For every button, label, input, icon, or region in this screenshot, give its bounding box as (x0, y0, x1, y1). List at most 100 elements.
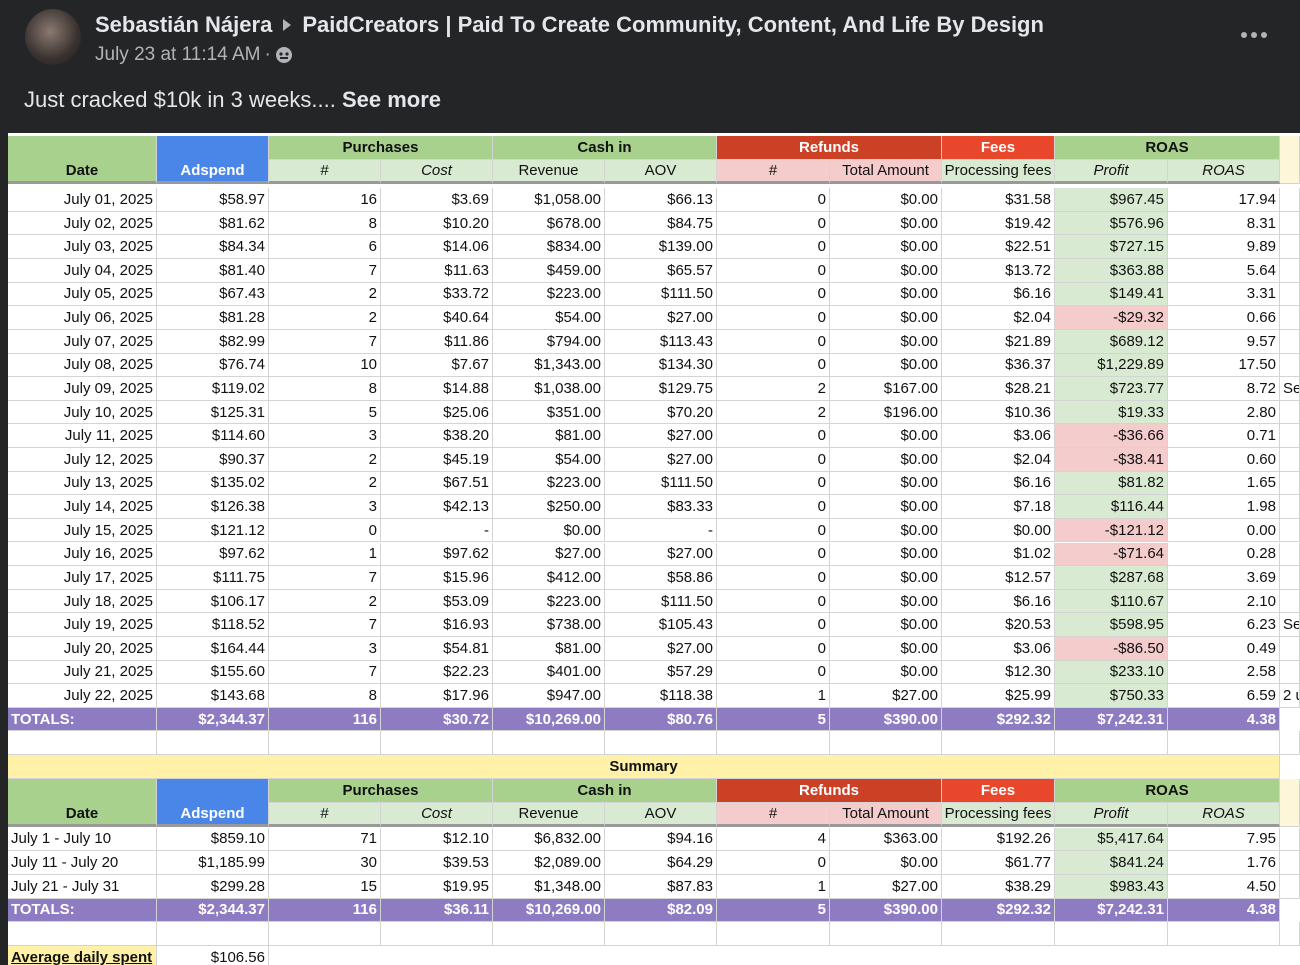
cell: July 1 - July 10 (8, 827, 157, 852)
cell: $58.86 (605, 566, 717, 590)
author-name[interactable]: Sebastián Nájera (95, 12, 273, 37)
cell: $0.00 (830, 566, 942, 590)
cell: -$71.64 (1055, 542, 1168, 567)
cell: 7 (269, 329, 381, 354)
cell: $81.62 (157, 211, 269, 236)
cell: $87.83 (605, 874, 717, 899)
cell: - (605, 518, 717, 543)
cell: 0 (717, 660, 830, 685)
cell: 30 (269, 851, 381, 875)
cell: $14.88 (381, 377, 493, 401)
cell: $7.67 (381, 353, 493, 378)
cell: $54.00 (493, 306, 605, 330)
cell: July 22, 2025 (8, 684, 157, 708)
totals-cell: TOTALS: (8, 707, 157, 732)
cell: $192.26 (942, 827, 1055, 852)
cell: $1,058.00 (493, 188, 605, 212)
cell: $149.41 (1055, 282, 1168, 307)
cell: 0.60 (1168, 448, 1280, 472)
cell: $27.00 (605, 636, 717, 661)
blank-cell (1280, 188, 1300, 212)
totals-cell: $390.00 (830, 707, 942, 732)
cell: $0.00 (830, 589, 942, 614)
spreadsheet-image: Date Adspend Purchases Cash in Refunds Fees RO… (8, 133, 1300, 965)
cell: $10.36 (942, 400, 1055, 425)
cell: $126.38 (157, 495, 269, 519)
cell: $110.67 (1055, 589, 1168, 614)
cell: $0.00 (830, 636, 942, 661)
cell: $947.00 (493, 684, 605, 708)
cell: $67.51 (381, 471, 493, 496)
cell: $40.64 (381, 306, 493, 330)
cell: 0 (717, 424, 830, 448)
cell: $66.13 (605, 188, 717, 212)
cell: $25.99 (942, 684, 1055, 708)
cell: 4.50 (1168, 874, 1280, 899)
cell: $25.06 (381, 400, 493, 425)
blank-cell (942, 731, 1055, 756)
column-header: Processing fees (942, 160, 1055, 184)
blank-cell (1280, 589, 1300, 614)
blank-cell (1280, 778, 1300, 827)
cell: -$121.12 (1055, 518, 1168, 543)
cell: 4 (717, 827, 830, 852)
cell: $27.00 (605, 448, 717, 472)
more-options[interactable] (1240, 28, 1270, 42)
group-name[interactable]: PaidCreators | Paid To Create Community,… (302, 12, 1044, 37)
column-header: Profit (1055, 802, 1168, 827)
blank-cell (1280, 282, 1300, 307)
cell: $19.33 (1055, 400, 1168, 425)
blank-cell (1280, 471, 1300, 496)
cell: 8 (269, 377, 381, 401)
column-header: # (717, 160, 830, 184)
blank-cell (1055, 922, 1168, 946)
blank-cell (493, 731, 605, 756)
cell: $111.75 (157, 566, 269, 590)
cell: $94.16 (605, 827, 717, 852)
blank-cell (157, 922, 269, 946)
cell: 0.71 (1168, 424, 1280, 448)
blank-cell (8, 731, 157, 756)
blank-cell (493, 922, 605, 946)
cell: $76.74 (157, 353, 269, 378)
cell: July 11 - July 20 (8, 851, 157, 875)
group-header: Cash in (493, 136, 717, 160)
cell: $0.00 (830, 542, 942, 567)
cell: $27.00 (830, 684, 942, 708)
totals-cell: $292.32 (942, 898, 1055, 923)
blank-cell (830, 731, 942, 756)
cell: 2 (269, 448, 381, 472)
cell: 6 (269, 235, 381, 260)
cell: $67.43 (157, 282, 269, 307)
blank-cell (1280, 495, 1300, 519)
cell: $0.00 (830, 424, 942, 448)
cell: 3 (269, 424, 381, 448)
cell: $0.00 (830, 471, 942, 496)
cell: $82.99 (157, 329, 269, 354)
avatar[interactable] (25, 9, 81, 65)
blank-cell (1168, 731, 1280, 756)
cell: $21.89 (942, 329, 1055, 354)
group-header: ROAS (1055, 778, 1280, 803)
cell: $750.33 (1055, 684, 1168, 708)
cell: July 13, 2025 (8, 471, 157, 496)
column-header: Date (8, 136, 157, 184)
cell: $11.63 (381, 259, 493, 283)
cell: $164.44 (157, 636, 269, 661)
cell: $33.72 (381, 282, 493, 307)
column-header: Revenue (493, 802, 605, 827)
cell: $859.10 (157, 827, 269, 852)
cell: $65.57 (605, 259, 717, 283)
cell: $81.82 (1055, 471, 1168, 496)
cell: 0 (717, 851, 830, 875)
cell: $27.00 (605, 306, 717, 330)
cell: $15.96 (381, 566, 493, 590)
cell: July 12, 2025 (8, 448, 157, 472)
cell: $17.96 (381, 684, 493, 708)
cell: $2.04 (942, 306, 1055, 330)
blank-cell (1280, 922, 1300, 946)
cell: 0 (717, 329, 830, 354)
post-time[interactable]: July 23 at 11:14 AM (95, 44, 261, 65)
cell: $113.43 (605, 329, 717, 354)
see-more[interactable]: See more (341, 87, 442, 112)
